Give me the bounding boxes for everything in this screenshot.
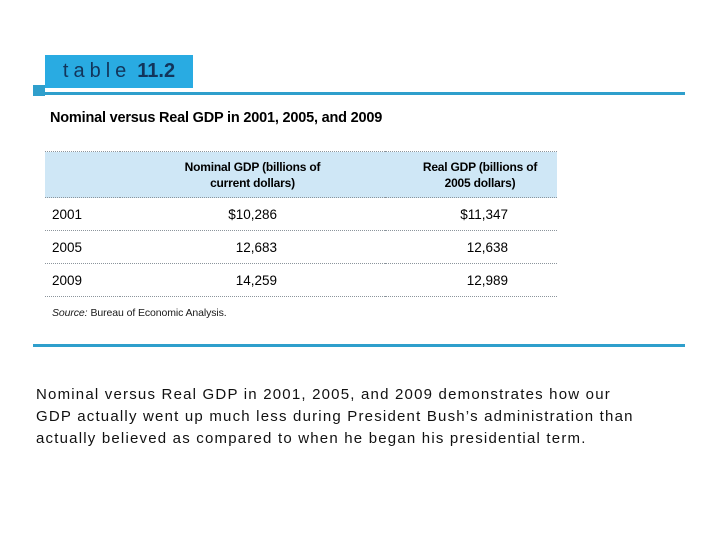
rule-left-tick xyxy=(33,85,45,96)
source-line: Source: Bureau of Economic Analysis. xyxy=(52,307,227,319)
nominal-gdp-2005: 12,683 xyxy=(120,230,385,264)
header-real-line1: Real GDP (billions of xyxy=(422,159,538,174)
caption-line-3: actually believed as compared to when he… xyxy=(36,430,587,447)
source-text: Bureau of Economic Analysis. xyxy=(90,307,227,319)
real-gdp-2001: $11,347 xyxy=(385,197,557,231)
table-label-box: table 11.2 xyxy=(45,55,193,88)
table-row: 2009 14,259 12,989 xyxy=(45,263,557,297)
header-real-line2: 2005 dollars) xyxy=(444,175,516,190)
table-row: 2001 $10,286 $11,347 xyxy=(45,197,557,231)
header-nominal-gdp: Nominal GDP (billions of current dollars… xyxy=(120,151,385,198)
year-2009: 2009 xyxy=(45,263,120,297)
nominal-gdp-2009: 14,259 xyxy=(120,263,385,297)
header-real-gdp: Real GDP (billions of 2005 dollars) xyxy=(385,151,557,198)
bottom-rule xyxy=(33,344,685,347)
table-row: 2005 12,683 12,638 xyxy=(45,230,557,264)
real-gdp-2009: 12,989 xyxy=(385,263,557,297)
real-gdp-2005: 12,638 xyxy=(385,230,557,264)
header-nominal-line2: current dollars) xyxy=(210,175,295,190)
caption-line-2: GDP actually went up much less during Pr… xyxy=(36,408,634,425)
caption-paragraph: Nominal versus Real GDP in 2001, 2005, a… xyxy=(36,384,712,450)
figure-title: Nominal versus Real GDP in 2001, 2005, a… xyxy=(50,110,383,126)
table-header-row: Nominal GDP (billions of current dollars… xyxy=(45,151,557,198)
table-label-word: table xyxy=(62,60,132,82)
year-2001: 2001 xyxy=(45,197,120,231)
table-label-number: 11.2 xyxy=(137,60,176,82)
source-label: Source: xyxy=(52,307,88,319)
top-rule xyxy=(33,92,685,95)
header-year-cell xyxy=(45,151,120,198)
year-2005: 2005 xyxy=(45,230,120,264)
nominal-gdp-2001: $10,286 xyxy=(120,197,385,231)
header-nominal-line1: Nominal GDP (billions of xyxy=(184,159,321,174)
caption-line-1: Nominal versus Real GDP in 2001, 2005, a… xyxy=(36,386,611,403)
gdp-table: Nominal GDP (billions of current dollars… xyxy=(45,151,557,297)
